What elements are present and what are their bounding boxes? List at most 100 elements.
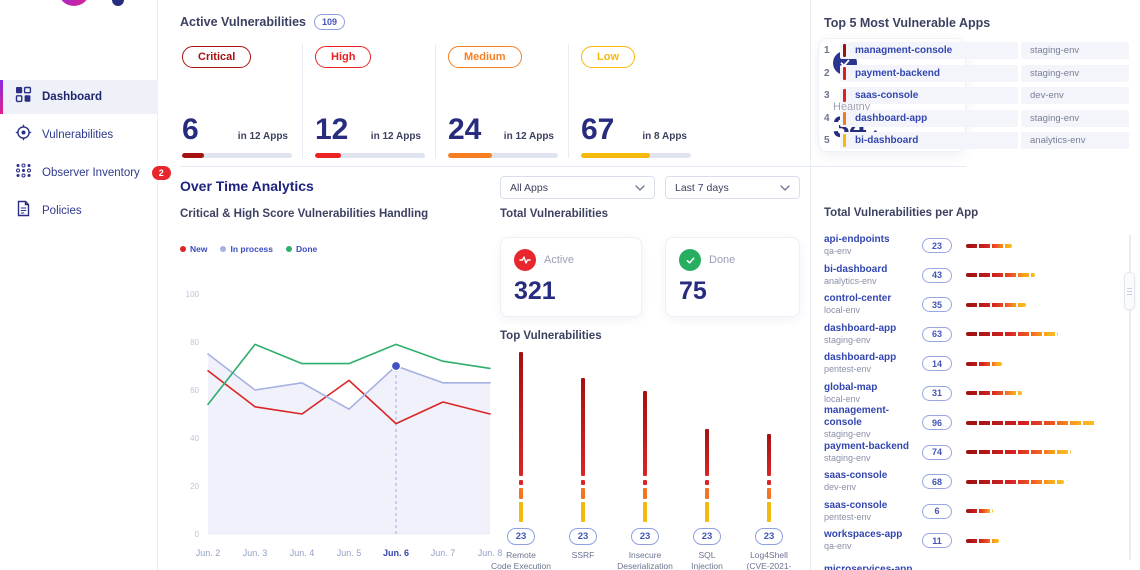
- svg-text:100: 100: [186, 290, 200, 299]
- stat-progress-track: [581, 153, 691, 158]
- heat-bar-dashes: [966, 243, 1012, 248]
- app-text: payment-backend staging-env: [824, 441, 922, 464]
- list-item[interactable]: global-map local-env 31: [824, 379, 1119, 409]
- list-item[interactable]: management-console staging-env 96: [824, 405, 1119, 440]
- bar-count-badge: 23: [630, 528, 660, 545]
- heat-bar-dashes: [966, 538, 999, 543]
- rank-label: 4: [824, 112, 830, 124]
- section-divider: [180, 166, 966, 167]
- app-name-link[interactable]: bi-dashboard: [824, 263, 888, 275]
- app-count-badge: 23: [922, 238, 952, 254]
- target-icon: [15, 124, 32, 146]
- bar-category-label: Log4Shell (CVE-2021-: [746, 550, 792, 570]
- active-vulnerabilities-header: Active Vulnerabilities 109: [180, 14, 346, 30]
- list-item[interactable]: control-center local-env 35: [824, 290, 1119, 320]
- app-name-link[interactable]: api-endpoints: [824, 234, 890, 246]
- table-row[interactable]: 3 saas-console dev-env: [824, 87, 1129, 104]
- scrollbar-handle[interactable]: [1124, 272, 1135, 310]
- list-item[interactable]: saas-console pentest-env 6: [824, 497, 1119, 527]
- app-name-link[interactable]: control-center: [824, 293, 892, 305]
- app-name-link[interactable]: global-map: [824, 381, 878, 393]
- svg-text:Jun. 8: Jun. 8: [478, 548, 502, 558]
- bar-segment: [705, 488, 709, 499]
- bar-column[interactable]: 23 SQL Injection: [676, 348, 738, 570]
- bar-segment: [643, 480, 647, 485]
- app-name-link[interactable]: management-console: [824, 405, 890, 429]
- app-text: workspaces-app qa-env: [824, 529, 922, 552]
- sidebar-item-dashboard[interactable]: Dashboard: [0, 80, 158, 114]
- vulnerability-bar: [705, 348, 709, 522]
- sidebar-item-label: Policies: [42, 205, 82, 217]
- svg-text:Jun. 4: Jun. 4: [290, 548, 315, 558]
- done-total-card[interactable]: Done 75: [665, 237, 800, 317]
- list-item[interactable]: dashboard-app staging-env 63: [824, 320, 1119, 350]
- app-name-link[interactable]: dashboard-app: [824, 352, 897, 364]
- bar-segment: [519, 352, 523, 476]
- brand-logo-icon: [58, 0, 90, 6]
- heat-bar-dashes: [966, 391, 1022, 396]
- env-cell: staging-env: [1021, 42, 1129, 59]
- sidebar-item-policies[interactable]: Policies: [0, 194, 158, 228]
- heat-bar-dashes: [966, 509, 993, 514]
- bar-column[interactable]: 23 Remote Code Execution: [490, 348, 552, 570]
- app-name-link[interactable]: payment-backend: [824, 440, 910, 452]
- pulse-icon: [514, 249, 536, 271]
- app-name-cell[interactable]: bi-dashboard: [840, 132, 1018, 149]
- svg-text:Jun. 3: Jun. 3: [243, 548, 268, 558]
- per-app-list: api-endpoints qa-env 23 bi-dashboard analyti…: [824, 231, 1119, 570]
- main-content: Active Vulnerabilities 109 Critical 6 in 1…: [158, 0, 966, 570]
- bar-column[interactable]: 23 Insecure Deserialization: [614, 348, 676, 570]
- app-name-cell[interactable]: managment-console: [840, 42, 1018, 59]
- sidebar-item-observer-inventory[interactable]: Observer Inventory 2: [0, 156, 171, 190]
- table-row[interactable]: 2 payment-backend staging-env: [824, 64, 1129, 82]
- table-row[interactable]: 5 bi-dashboard analytics-env: [824, 132, 1129, 149]
- sidebar-menu: Dashboard Vulnerabilities Observer Invento…: [0, 80, 171, 232]
- stat-block-medium[interactable]: Medium 24 in 12 Apps: [446, 40, 558, 158]
- table-row[interactable]: 4 dashboard-app staging-env: [824, 109, 1129, 127]
- app-name-cell[interactable]: saas-console: [840, 87, 1018, 104]
- app-env-label: local-env: [824, 305, 861, 316]
- app-name-link: bi-dashboard: [855, 135, 919, 146]
- rank-label: 1: [824, 45, 830, 56]
- vulnerability-trend-line-chart[interactable]: 0 20 40 60 80 100 Jun. 2 Jun. 3 Jun. 4 Jun. 5 Jun.…: [172, 278, 502, 570]
- list-item[interactable]: bi-dashboard analytics-env 43: [824, 261, 1119, 291]
- bar-category-label: Remote Code Execution: [490, 550, 551, 570]
- list-item[interactable]: workspaces-app qa-env 11: [824, 526, 1119, 556]
- date-range-dropdown[interactable]: Last 7 days: [665, 176, 800, 199]
- svg-text:20: 20: [190, 482, 199, 491]
- env-cell: analytics-env: [1021, 132, 1129, 149]
- app-name-cell[interactable]: payment-backend: [840, 64, 1018, 82]
- bar-column[interactable]: 23 SSRF: [552, 348, 614, 570]
- app-env-label: staging-env: [824, 429, 871, 440]
- list-item[interactable]: dashboard-app pentest-env 14: [824, 349, 1119, 379]
- app-name-link[interactable]: microservices-app: [824, 564, 913, 570]
- list-item[interactable]: payment-backend staging-env 74: [824, 438, 1119, 468]
- active-vulnerabilities-count-badge: 109: [313, 14, 346, 30]
- app-name-link[interactable]: saas-console: [824, 470, 888, 482]
- list-item[interactable]: saas-console dev-env 68: [824, 467, 1119, 497]
- scrollbar-track[interactable]: [1129, 235, 1131, 560]
- list-item[interactable]: api-endpoints qa-env 23: [824, 231, 1119, 261]
- apps-filter-dropdown[interactable]: All Apps: [500, 176, 655, 199]
- divider: [568, 44, 569, 158]
- stat-block-low[interactable]: Low 67 in 8 Apps: [579, 40, 691, 158]
- list-item[interactable]: microservices-app: [824, 556, 1119, 570]
- table-row[interactable]: 1 managment-console staging-env: [824, 42, 1129, 59]
- stat-value: 6: [182, 113, 199, 146]
- app-env-label: dev-env: [824, 482, 857, 493]
- app-name-link[interactable]: dashboard-app: [824, 322, 897, 334]
- stat-block-high[interactable]: High 12 in 12 Apps: [313, 40, 425, 158]
- stat-block-critical[interactable]: Critical 6 in 12 Apps: [180, 40, 292, 158]
- bar-column[interactable]: 23 Log4Shell (CVE-2021-: [738, 348, 800, 570]
- app-name-cell[interactable]: dashboard-app: [840, 109, 1018, 127]
- bar-segment: [705, 480, 709, 485]
- app-name-link[interactable]: saas-console: [824, 499, 888, 511]
- app-env-label: qa-env: [824, 246, 852, 257]
- sidebar-item-vulnerabilities[interactable]: Vulnerabilities: [0, 118, 158, 152]
- active-total-card[interactable]: Active 321: [500, 237, 642, 317]
- vulnerability-bar: [643, 348, 647, 522]
- app-count-badge: 43: [922, 267, 952, 283]
- app-name-link: payment-backend: [855, 67, 941, 79]
- done-total-value: 75: [679, 277, 707, 305]
- app-name-link[interactable]: workspaces-app: [824, 529, 903, 541]
